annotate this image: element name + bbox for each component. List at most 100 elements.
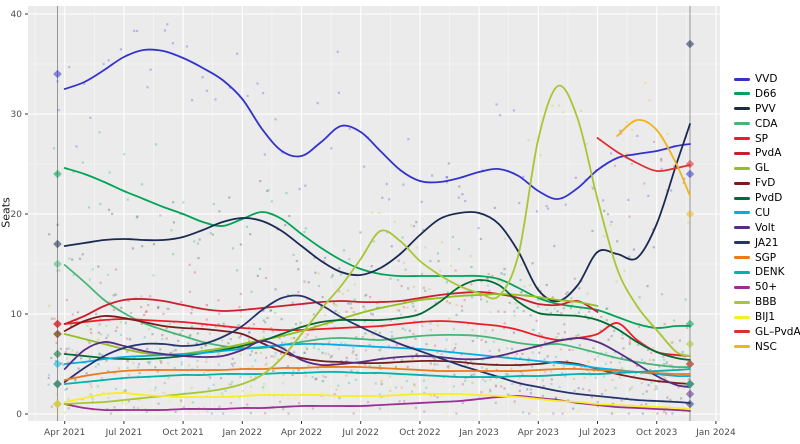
result-2021-PVV (53, 239, 62, 249)
poll-point-Volt (114, 329, 117, 333)
poll-point-PVV (307, 281, 310, 284)
y-tick-label: 10 (11, 310, 23, 320)
poll-point-SGP (448, 364, 451, 367)
poll-point-PvdD (503, 273, 506, 276)
poll-point-PvdA (188, 263, 191, 266)
poll-point-BBB (500, 281, 504, 284)
poll-point-Volt (355, 354, 358, 357)
poll-point-D66 (155, 143, 158, 146)
poll-point-PvdA (252, 323, 255, 326)
poll-point-50+ (403, 400, 406, 403)
poll-point-CU (312, 346, 316, 349)
poll-point-VVD (185, 45, 188, 48)
poll-point-CU (484, 380, 487, 383)
poll-point-SP (149, 295, 152, 298)
poll-point-CDA (492, 340, 495, 343)
poll-point-BIJ1 (141, 404, 144, 407)
poll-point-PVV (211, 233, 214, 236)
poll-point-SP (460, 305, 463, 308)
poll-point-Volt (655, 385, 658, 388)
poll-point-CDA (596, 355, 600, 358)
poll-point-PVV (359, 231, 362, 234)
poll-point-VVD (381, 196, 384, 199)
poll-point-Volt (314, 378, 317, 381)
poll-point-PVV (228, 196, 231, 199)
poll-point-FvD (190, 312, 193, 315)
poll-point-BIJ1 (537, 412, 540, 415)
poll-point-JA21 (85, 372, 88, 375)
poll-point-BBB (424, 246, 427, 249)
poll-point-SGP (335, 388, 338, 391)
poll-point-Volt (160, 361, 163, 364)
poll-point-FvD (126, 360, 129, 363)
poll-point-Volt (368, 343, 371, 346)
poll-point-CU (558, 385, 561, 389)
poll-point-SGP (544, 370, 547, 374)
result-2023-JA21 (685, 399, 695, 409)
poll-point-BIJ1 (488, 392, 491, 395)
poll-point-PVV (136, 215, 139, 218)
poll-point-GL (528, 284, 532, 287)
poll-point-CU (271, 330, 274, 333)
poll-point-PVV (259, 180, 262, 183)
poll-point-CDA (513, 314, 516, 317)
poll-point-DENK (137, 366, 140, 369)
poll-point-PvdA (140, 306, 143, 309)
poll-point-D66 (159, 214, 162, 217)
poll-point-GL (328, 340, 331, 343)
poll-point-D66 (303, 230, 306, 234)
poll-point-DENK (655, 387, 658, 390)
poll-point-DENK (550, 382, 553, 386)
poll-point-PvdA (332, 302, 335, 305)
poll-point-BBB (221, 391, 224, 394)
poll-point-PVV (493, 206, 496, 209)
poll-point-GL–PvdA (643, 182, 646, 185)
poll-point-Volt (473, 373, 476, 376)
poll-point-BIJ1 (440, 394, 443, 398)
poll-point-JA21 (274, 288, 277, 291)
poll-point-JA21 (159, 348, 162, 351)
poll-point-PvdD (516, 306, 519, 309)
poll-point-50+ (573, 389, 576, 392)
poll-point-VVD (201, 76, 204, 79)
poll-point-PVV (71, 258, 74, 261)
x-tick-label: Jan 2024 (695, 428, 736, 438)
poll-point-VVD (591, 187, 595, 190)
poll-point-CU (381, 356, 384, 359)
poll-point-JA21 (314, 271, 317, 274)
poll-point-D66 (348, 258, 351, 261)
poll-point-BBB (221, 394, 224, 397)
poll-point-NSC (626, 152, 629, 155)
poll-point-D66 (193, 240, 196, 243)
poll-point-Volt (538, 332, 541, 335)
poll-point-50+ (210, 412, 213, 415)
poll-point-JA21 (129, 338, 132, 341)
poll-point-GL (299, 324, 302, 327)
poll-point-BIJ1 (189, 402, 192, 405)
poll-point-BBB (265, 362, 268, 365)
legend-item-PvdD: PvdD (734, 191, 800, 205)
poll-point-D66 (364, 294, 367, 297)
poll-point-PvdA (369, 296, 372, 299)
poll-point-VVD (107, 59, 110, 62)
poll-point-Volt (620, 356, 624, 359)
poll-point-PvdD (461, 309, 464, 312)
poll-point-GL–PvdA (652, 140, 656, 143)
poll-point-GL (571, 302, 574, 306)
poll-point-BIJ1 (613, 412, 616, 415)
poll-point-FvD (239, 310, 242, 313)
poll-point-PvdA (345, 310, 348, 313)
poll-point-JA21 (507, 393, 510, 396)
poll-point-VVD (236, 52, 239, 55)
poll-point-PvdA (323, 260, 326, 263)
poll-point-JA21 (434, 357, 437, 361)
poll-point-SGP (400, 386, 403, 389)
poll-point-FvD (303, 351, 306, 354)
poll-point-50+ (366, 400, 370, 404)
poll-point-BIJ1 (404, 376, 407, 379)
poll-point-BIJ1 (652, 411, 655, 414)
poll-point-JA21 (665, 412, 668, 415)
poll-point-50+ (620, 399, 623, 402)
poll-point-JA21 (453, 373, 456, 376)
poll-point-CDA (152, 274, 155, 277)
